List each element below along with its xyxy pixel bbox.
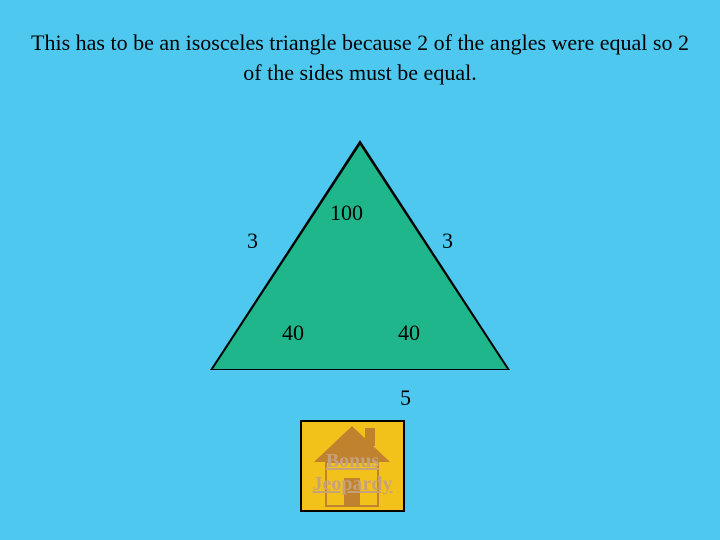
slide-title: This has to be an isosceles triangle bec…	[0, 28, 720, 87]
link-line2: Jeopardy	[313, 473, 393, 495]
apex-angle-label: 100	[330, 200, 363, 226]
bonus-jeopardy-link[interactable]: Bonus Jeopardy	[300, 450, 405, 496]
base-label: 5	[400, 385, 411, 411]
bonus-jeopardy-button[interactable]: Bonus Jeopardy	[300, 420, 405, 512]
left-base-angle-label: 40	[282, 320, 304, 346]
right-base-angle-label: 40	[398, 320, 420, 346]
triangle-fill	[213, 145, 507, 369]
link-line1: Bonus	[326, 450, 379, 472]
isosceles-triangle	[210, 140, 510, 370]
slide: This has to be an isosceles triangle bec…	[0, 0, 720, 540]
right-side-label: 3	[442, 228, 453, 254]
left-side-label: 3	[247, 228, 258, 254]
